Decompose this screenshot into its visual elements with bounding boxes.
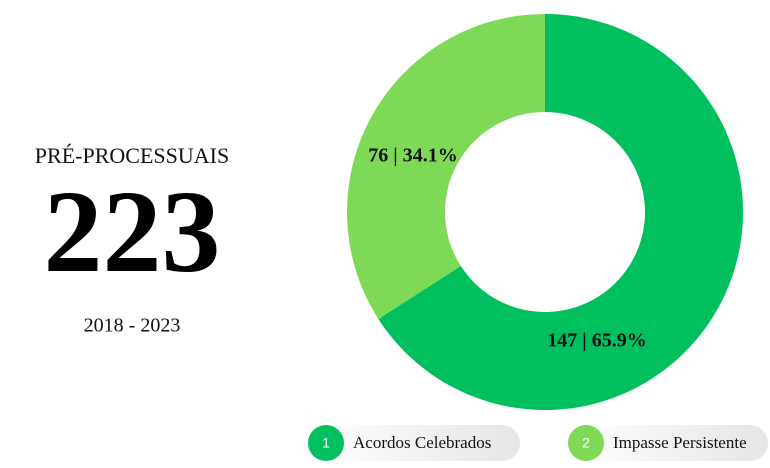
- kpi-period: 2018 - 2023: [84, 315, 181, 337]
- donut-slice: [378, 14, 743, 410]
- legend-index: 1: [322, 435, 330, 451]
- data-label: 76 | 34.1%: [368, 145, 457, 167]
- legend-index: 2: [582, 435, 590, 451]
- donut-slice: [347, 14, 545, 319]
- legend-item[interactable]: [308, 425, 520, 461]
- legend-label: Acordos Celebrados: [353, 433, 491, 452]
- legend-item[interactable]: [568, 425, 768, 461]
- kpi-label: PRÉ-PROCESSUAIS: [35, 143, 229, 168]
- donut: 147 | 65.9% 76 | 34.1%: [347, 14, 743, 410]
- legend-swatch: [568, 425, 604, 461]
- data-label: 147 | 65.9%: [547, 330, 646, 352]
- kpi-value: 223: [44, 166, 221, 297]
- legend-swatch: [308, 425, 344, 461]
- legend-label: Impasse Persistente: [613, 433, 747, 452]
- legend: 1 Acordos Celebrados 2 Impasse Persistente: [308, 425, 768, 461]
